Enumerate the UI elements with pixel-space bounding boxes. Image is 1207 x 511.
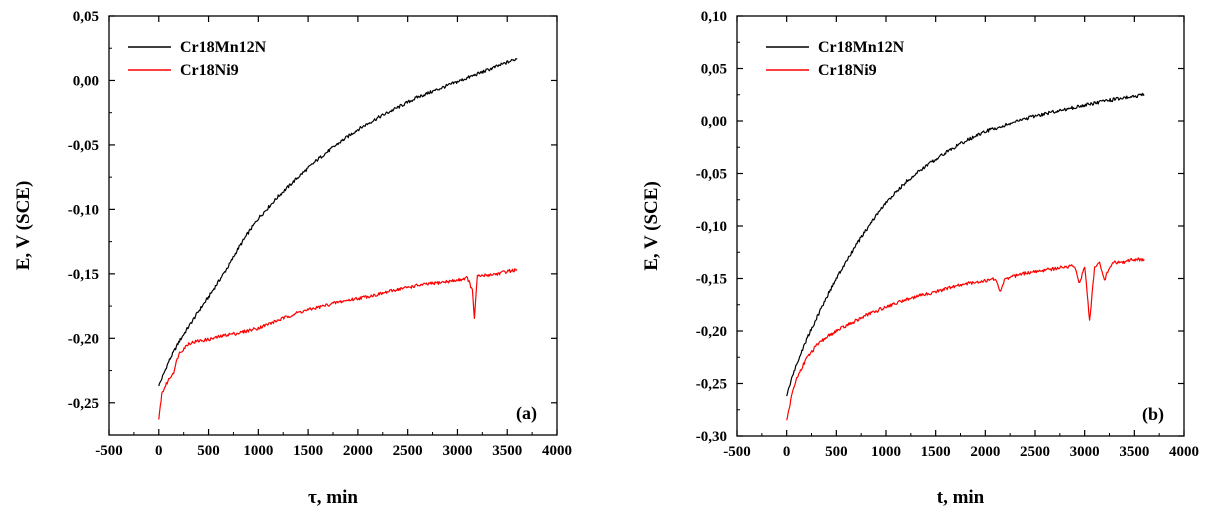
x-tick-label: 500	[197, 443, 220, 459]
x-tick-label: 0	[783, 444, 791, 460]
x-axis-title: τ, min	[308, 487, 358, 508]
x-tick-label: 500	[825, 444, 848, 460]
series-line-cr18ni9	[786, 257, 1145, 421]
y-tick-label: 0,10	[701, 9, 727, 25]
x-tick-label: 3000	[442, 443, 472, 459]
x-tick-label: -500	[723, 444, 751, 460]
y-tick-label: 0,00	[701, 114, 727, 130]
x-tick-label: 2500	[1020, 444, 1050, 460]
plot-frame	[736, 15, 1185, 437]
series-line-cr18mn12n	[158, 57, 518, 387]
plot-frame	[108, 15, 558, 436]
y-axis-title: E, V (SCE)	[13, 181, 34, 271]
y-tick-label: -0,25	[696, 377, 727, 393]
x-tick-label: 2500	[393, 443, 423, 459]
panel-label: (a)	[516, 403, 537, 424]
y-tick-label: -0,10	[696, 219, 727, 235]
x-tick-label: 2000	[970, 444, 1000, 460]
y-tick-label: -0,05	[68, 138, 99, 154]
chart-panel-b: -500 0 500 1000 1500 2000 2500 3000 3500 4000 0,10…	[641, 9, 1199, 508]
panel-label: (b)	[1142, 404, 1164, 425]
legend-label: Cr18Mn12N	[180, 39, 267, 56]
legend-label: Cr18Ni9	[818, 62, 877, 79]
y-tick-label: -0,20	[68, 331, 99, 347]
y-tick-label: -0,15	[696, 272, 727, 288]
y-tick-label: -0,10	[68, 202, 99, 218]
y-tick-label: -0,05	[696, 167, 727, 183]
x-tick-label: 1000	[871, 444, 901, 460]
x-tick-label: 1500	[293, 443, 323, 459]
x-tick-label: 4000	[542, 443, 572, 459]
y-tick-label: 0,00	[73, 73, 99, 89]
x-tick-label: -500	[95, 443, 123, 459]
x-tick-label: 3000	[1070, 444, 1100, 460]
legend-label: Cr18Mn12N	[818, 39, 905, 56]
x-tick-label: 3500	[1119, 444, 1149, 460]
chart-panel-a: -500 0 500 1000 1500 2000 2500 3000 3500 4000 0,05…	[13, 9, 572, 508]
y-tick-label: 0,05	[701, 62, 727, 78]
y-tick-label: -0,30	[696, 429, 727, 445]
x-tick-label: 3500	[492, 443, 522, 459]
y-tick-label: -0,15	[68, 267, 99, 283]
x-axis-title: t, min	[937, 487, 985, 508]
x-tick-label: 4000	[1169, 444, 1199, 460]
x-tick-label: 1000	[243, 443, 273, 459]
x-tick-label: 1500	[921, 444, 951, 460]
series-line-cr18ni9	[158, 268, 518, 420]
y-axis-title: E, V (SCE)	[641, 181, 662, 271]
series-line-cr18mn12n	[786, 92, 1145, 397]
y-tick-label: -0,20	[696, 324, 727, 340]
x-tick-label: 2000	[343, 443, 373, 459]
x-tick-label: 0	[155, 443, 163, 459]
y-tick-label: -0,25	[68, 396, 99, 412]
legend-label: Cr18Ni9	[180, 62, 239, 79]
y-tick-label: 0,05	[73, 9, 99, 25]
